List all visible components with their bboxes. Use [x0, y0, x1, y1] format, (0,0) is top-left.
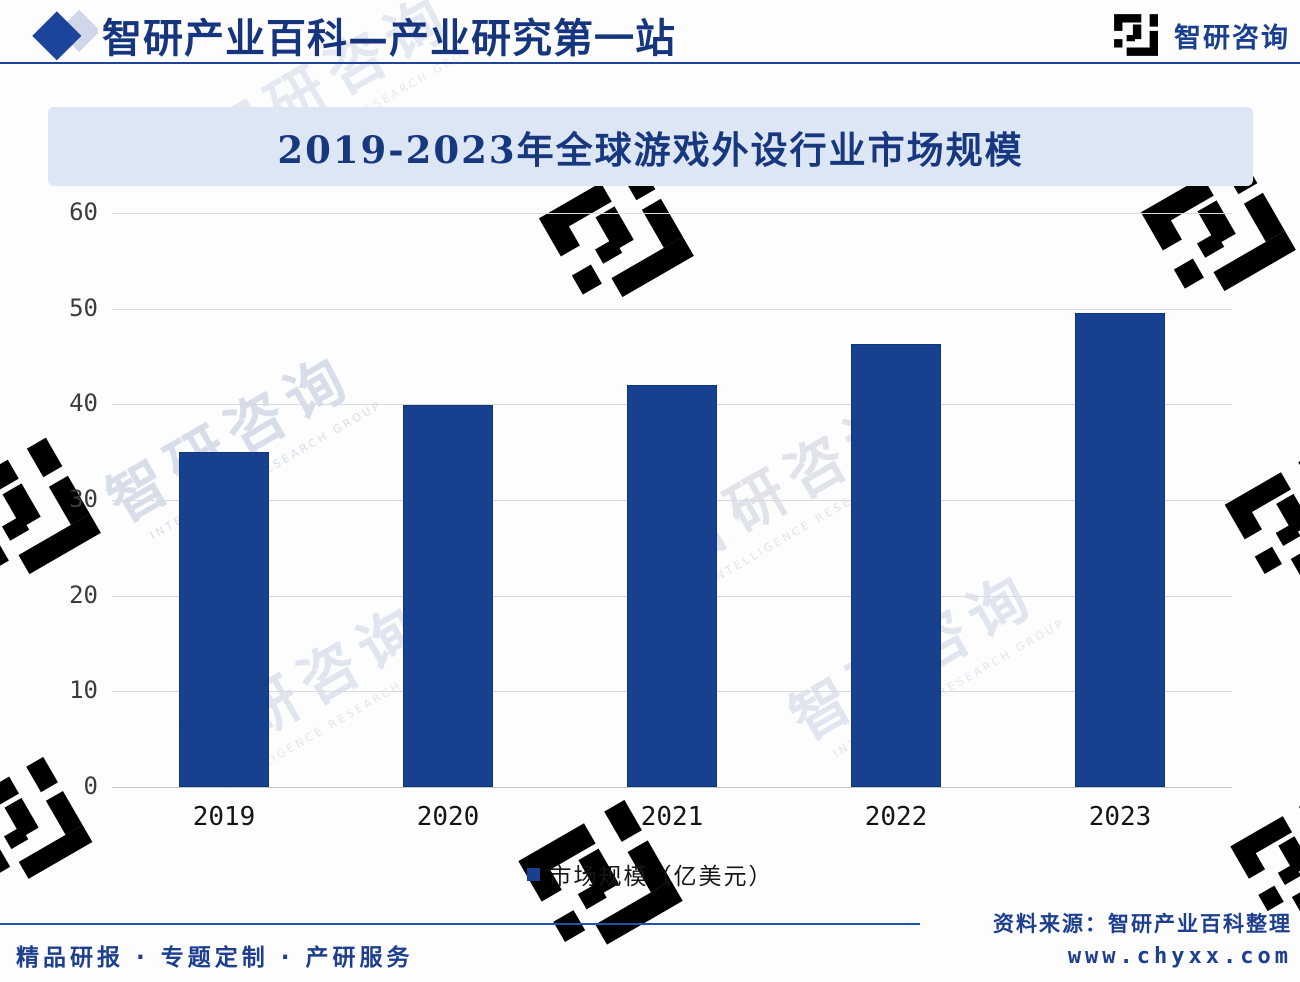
website-url: www.chyxx.com	[1067, 944, 1292, 969]
footer-services: 精品研报 · 专题定制 · 产研服务	[16, 945, 414, 971]
y-tick-label: 50	[69, 293, 98, 322]
chart-title-banner: 2019-2023年全球游戏外设行业市场规模	[48, 107, 1253, 186]
footer-divider	[0, 923, 920, 925]
x-tick-label: 2023	[1088, 802, 1152, 832]
diamond-logo-icon	[32, 9, 98, 61]
bar-2023	[1075, 313, 1165, 787]
bar-2020	[403, 405, 493, 787]
bar-chart-plot-area	[112, 213, 1232, 788]
header-divider	[0, 62, 1300, 64]
y-tick-label: 0	[83, 772, 98, 800]
x-tick-label: 2019	[192, 802, 256, 832]
y-tick-label: 20	[69, 580, 98, 609]
corner-brand-label: 智研咨询	[1174, 22, 1290, 54]
brand: 智研产业百科—产业研究第一站	[14, 6, 676, 64]
x-tick-label: 2021	[640, 802, 704, 832]
y-tick-label: 60	[69, 198, 98, 226]
header: 智研产业百科—产业研究第一站 智研咨询	[0, 0, 1300, 63]
bar-2021	[627, 385, 717, 787]
gridline-50	[112, 308, 1232, 310]
corner-brand: 智研咨询	[1108, 12, 1290, 58]
y-tick-label: 40	[69, 389, 98, 418]
y-tick-label: 10	[69, 676, 98, 705]
zhiyan-logo-icon	[1108, 12, 1162, 58]
page-title: 智研产业百科—产业研究第一站	[102, 15, 676, 62]
gridline-0	[112, 787, 1232, 788]
bar-2019	[179, 452, 269, 787]
y-tick-label: 30	[69, 485, 98, 513]
watermark-logo-icon	[0, 430, 108, 601]
data-source: 资料来源：智研产业百科整理	[993, 912, 1292, 936]
legend-swatch-icon	[526, 867, 540, 881]
chart-title: 2019-2023年全球游戏外设行业市场规模	[277, 127, 1024, 172]
x-tick-label: 2022	[864, 802, 928, 832]
bar-2022	[851, 344, 941, 787]
legend-label: 市场规模（亿美元）	[548, 864, 774, 890]
x-tick-label: 2020	[416, 802, 480, 832]
gridline-60	[112, 213, 1232, 214]
chart-legend: 市场规模（亿美元）	[0, 857, 1300, 891]
